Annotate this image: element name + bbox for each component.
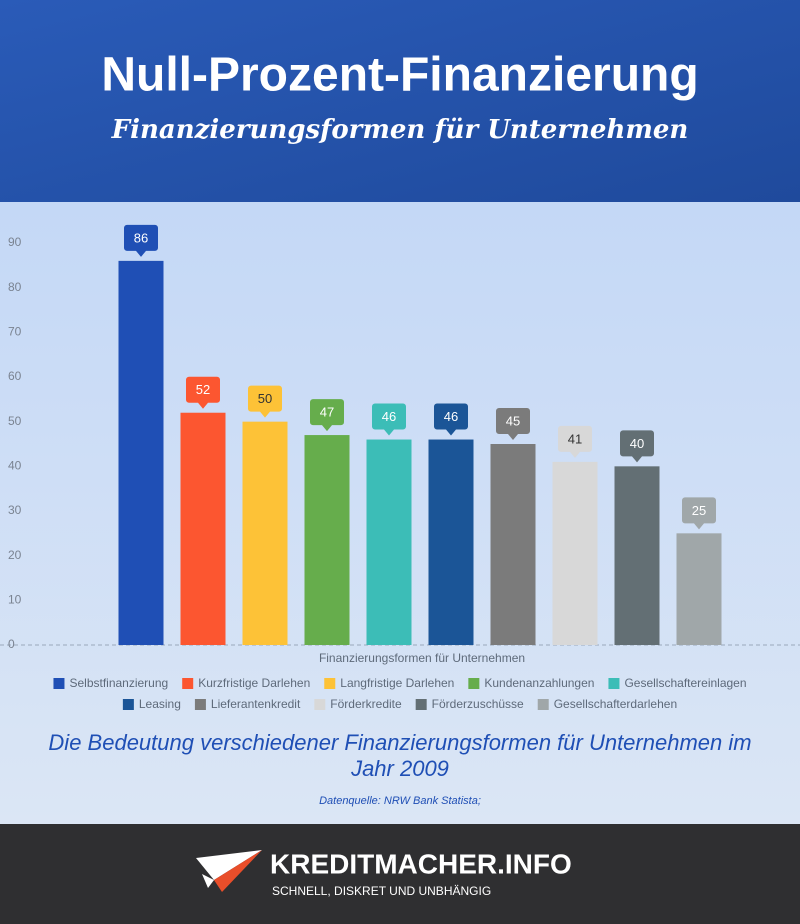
caption: Die Bedeutung verschiedener Finanzierung… [48,730,752,781]
footer-bg [0,824,800,924]
legend: Selbstfinanzierung Kurzfristige Darlehen L… [53,676,747,711]
legend-label: Förderkredite [330,697,402,711]
legend-item: Lieferantenkredit [194,697,301,711]
subtitle: Finanzierungsformen für Unternehmen [111,115,689,145]
y-tick-label: 80 [8,280,22,294]
y-tick-label: 20 [8,548,22,562]
value-label: 41 [568,431,582,446]
legend-label: Gesellschaftereinlagen [624,676,746,690]
bar [552,461,598,645]
value-label: 50 [258,391,272,406]
legend-label: Gesellschafterdarlehen [554,697,677,711]
legend-swatch [324,678,336,689]
legend-item: Selbstfinanzierung [53,676,168,690]
bar [490,444,536,645]
y-tick-label: 50 [8,414,22,428]
legend-item: Förderkredite [314,697,402,711]
legend-swatch [415,699,427,710]
value-label-bubble [496,408,530,440]
x-axis-label: Finanzierungsformen für Unternehmen [319,651,525,665]
source: Datenquelle: NRW Bank Statista; [319,795,481,807]
value-label-bubble [186,376,220,409]
legend-item: Langfristige Darlehen [324,676,454,690]
y-tick-label: 30 [8,503,22,517]
plot: 0 10 20 30 40 50 60 70 80 90 Finanzierungsformen f… [8,224,722,665]
legend-swatch [608,678,620,689]
value-label: 47 [320,405,334,420]
tagline: SCHNELL, DISKRET UND UNBHÄNGIG [272,884,491,898]
legend-label: Leasing [139,697,181,711]
value-label-bubble [558,425,592,458]
bar [366,439,412,645]
value-label-bubble [620,430,654,463]
brand: KREDITMACHER.INFO [270,848,572,879]
legend-swatch [194,699,206,710]
value-label: 25 [692,503,706,518]
bar [676,533,722,645]
legend-swatch [122,699,134,710]
legend-label: Kurzfristige Darlehen [198,676,310,690]
legend-swatch [537,699,549,710]
legend-label: Förderzuschüsse [432,697,524,711]
y-tick-label: 70 [8,325,22,339]
legend-swatch [468,678,480,689]
value-label-bubble [310,399,344,432]
value-label: 46 [444,409,458,424]
legend-label: Lieferantenkredit [211,697,301,711]
legend-item: Gesellschaftereinlagen [608,676,747,690]
legend-swatch [182,678,194,689]
bar [614,466,660,645]
value-label-bubble [372,403,406,436]
value-label: 45 [506,413,520,428]
legend-label: Selbstfinanzierung [69,676,168,690]
value-label: 86 [134,230,148,245]
value-label-bubble [434,403,468,436]
value-label: 46 [382,409,396,424]
y-tick-label: 0 [8,637,15,651]
value-label: 40 [630,436,644,451]
y-tick-label: 60 [8,369,22,383]
value-label: 52 [196,382,210,397]
y-tick-label: 90 [8,235,22,249]
legend-item: Gesellschafterdarlehen [537,697,677,711]
header-bg [0,0,800,202]
y-tick-label: 40 [8,459,22,473]
legend-label: Langfristige Darlehen [340,676,454,690]
legend-item: Leasing [122,697,181,711]
bar [118,260,164,645]
legend-item: Kundenanzahlungen [468,676,594,690]
legend-swatch [53,678,65,689]
legend-item: Kurzfristige Darlehen [182,676,310,690]
bar [304,435,350,645]
bar [180,412,226,645]
value-label-bubble [124,224,158,257]
legend-label: Kundenanzahlungen [484,676,594,690]
title: Null-Prozent-Finanzierung [101,49,698,102]
bar [428,439,474,645]
value-label-bubble [682,497,716,530]
y-tick-label: 10 [8,593,22,607]
legend-swatch [314,699,326,710]
bar [242,421,288,645]
logo [196,850,262,892]
legend-item: Förderzuschüsse [415,697,524,711]
value-label-bubble [248,385,282,418]
